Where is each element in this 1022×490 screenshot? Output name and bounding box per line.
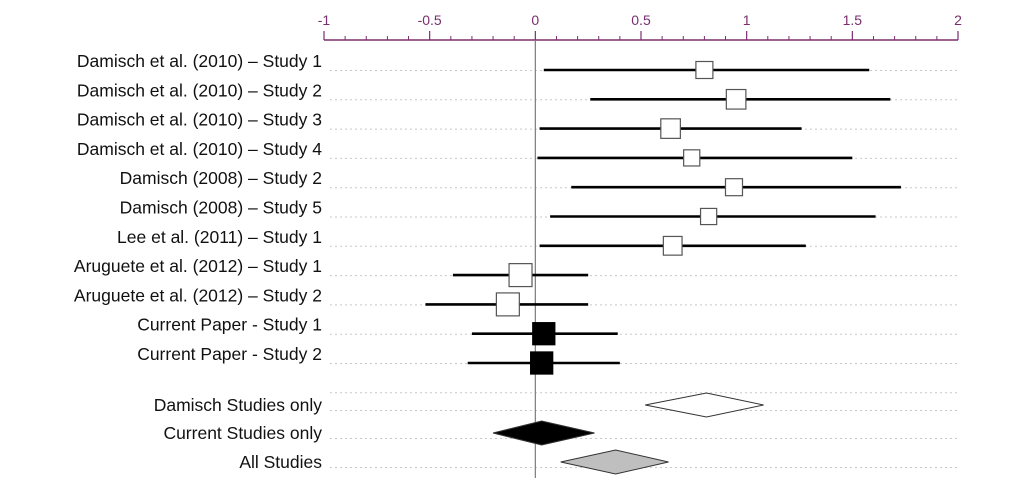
estimate-marker-open: [695, 60, 714, 80]
x-tick-label: 0.5: [631, 12, 651, 28]
study-label: Damisch et al. (2010) – Study 1: [77, 51, 322, 71]
pooled-label: Damisch Studies only: [154, 395, 323, 415]
estimate-marker-open: [699, 207, 718, 226]
x-tick-label: 2: [954, 12, 962, 28]
pooled-label: Current Studies only: [163, 423, 322, 443]
estimate-marker-open: [725, 88, 747, 110]
x-tick-label: 1: [743, 12, 751, 28]
x-axis: -1 -0.5 0 0.5 1 1.5 2: [318, 12, 962, 41]
estimate-marker-open: [724, 178, 744, 197]
x-tick-label: -1: [318, 12, 331, 28]
x-tick-label: 0: [531, 12, 539, 28]
estimate-marker-open: [508, 263, 533, 288]
estimate-marker-filled: [530, 351, 554, 375]
estimate-marker-open: [662, 235, 683, 256]
study-label: Damisch (2008) – Study 2: [120, 168, 322, 188]
study-label: Current Paper - Study 2: [137, 344, 322, 364]
study-label: Damisch et al. (2010) – Study 4: [77, 139, 322, 159]
pooled-diamond: [645, 392, 764, 418]
grid-layer: [330, 70, 958, 468]
marks-layer: [425, 60, 901, 475]
estimate-marker-filled: [532, 322, 556, 346]
study-label: Lee et al. (2011) – Study 1: [117, 227, 322, 247]
study-label: Aruguete et al. (2012) – Study 2: [74, 285, 322, 305]
study-label: Current Paper - Study 1: [137, 315, 322, 335]
pooled-label: All Studies: [239, 452, 322, 472]
x-tick-label: 1.5: [843, 12, 863, 28]
estimate-marker-open: [683, 149, 701, 167]
study-label: Damisch (2008) – Study 5: [120, 198, 322, 218]
x-tick-label: -0.5: [418, 12, 442, 28]
study-label: Damisch et al. (2010) – Study 2: [77, 80, 322, 100]
pooled-diamond: [492, 420, 595, 446]
study-label: Damisch et al. (2010) – Study 3: [77, 110, 322, 130]
estimate-marker-open: [660, 118, 681, 139]
study-label: Aruguete et al. (2012) – Study 1: [74, 256, 322, 276]
pooled-diamond: [560, 449, 669, 475]
row-labels: Damisch et al. (2010) – Study 1 Damisch e…: [74, 51, 322, 472]
estimate-marker-open: [495, 292, 520, 317]
